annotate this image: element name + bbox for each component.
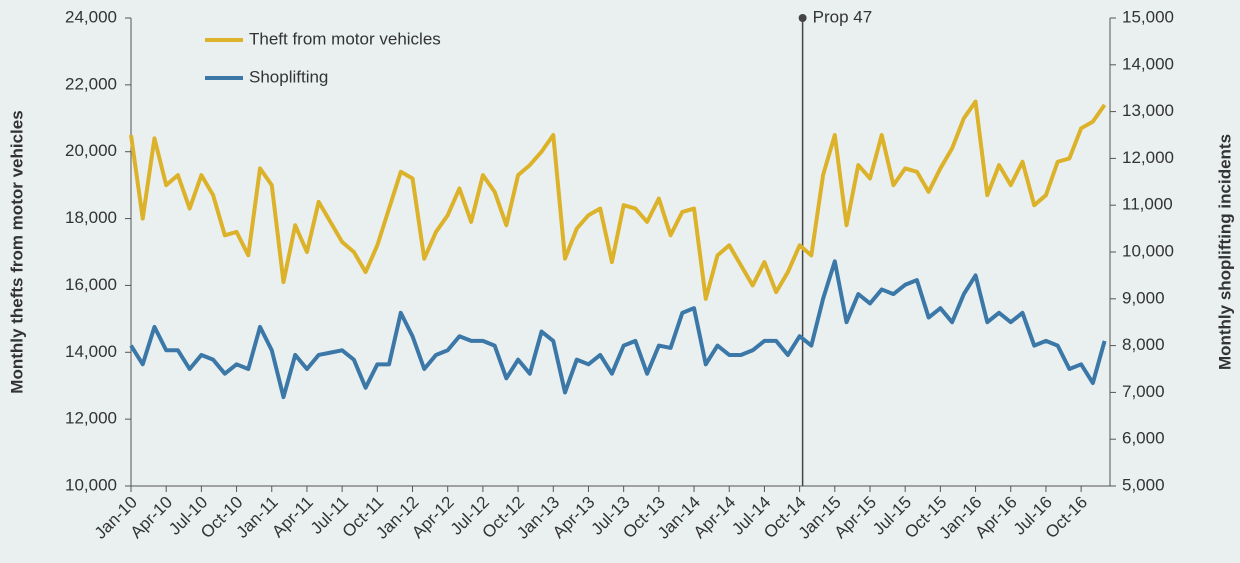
y2-tick-label: 13,000 [1122, 101, 1174, 120]
annotation-dot [798, 14, 807, 22]
y-tick-label: 12,000 [65, 409, 117, 428]
y2-tick-label: 5,000 [1122, 475, 1165, 494]
y2-tick-label: 15,000 [1122, 7, 1174, 26]
y2-tick-label: 10,000 [1122, 241, 1174, 260]
annotation-label: Prop 47 [813, 7, 873, 26]
y2-tick-label: 8,000 [1122, 335, 1165, 354]
y-tick-label: 16,000 [65, 275, 117, 294]
y2-axis-title: Monthly shoplifting incidents [1215, 134, 1234, 370]
y-axis-title: Monthly thefts from motor vehicles [7, 110, 26, 393]
y-tick-label: 18,000 [65, 208, 117, 227]
y2-tick-label: 9,000 [1122, 288, 1165, 307]
series-line [129, 259, 1107, 400]
y2-tick-label: 11,000 [1122, 195, 1173, 214]
y2-tick-label: 7,000 [1122, 382, 1165, 401]
y2-tick-label: 6,000 [1122, 429, 1165, 448]
y-tick-label: 24,000 [65, 7, 117, 26]
legend-label: Shoplifting [249, 67, 328, 86]
y-tick-label: 14,000 [65, 342, 117, 361]
y-tick-label: 10,000 [65, 475, 117, 494]
series-line [129, 99, 1107, 301]
y2-tick-label: 12,000 [1122, 148, 1174, 167]
legend-label: Theft from motor vehicles [249, 29, 441, 48]
y2-tick-label: 14,000 [1122, 54, 1174, 73]
y-tick-label: 20,000 [65, 141, 117, 160]
y-tick-label: 22,000 [65, 74, 117, 93]
